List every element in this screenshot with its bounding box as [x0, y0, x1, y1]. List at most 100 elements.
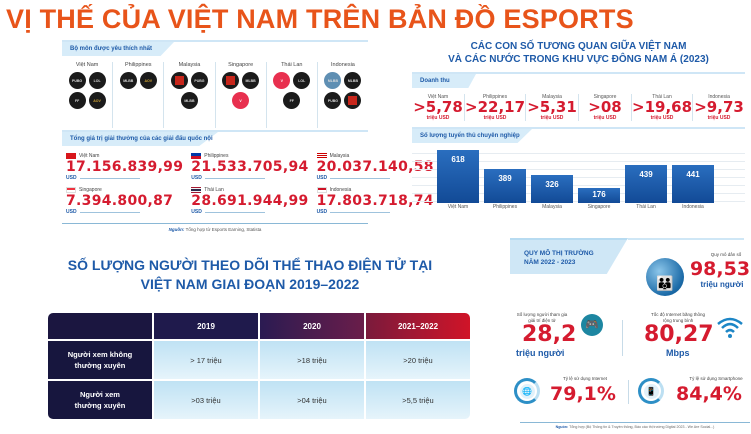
mlbb-bang-bang-logo-icon: MLBB: [324, 72, 342, 89]
revenue-vietnam: Việt Nam >5,78 triệu USD: [412, 94, 465, 121]
free-fire-logo-icon: FF: [68, 92, 86, 109]
players-bar-chart: 618 389 326 176 439 441 Việt Nam Philippines Ma…: [412, 147, 745, 210]
table-row: Người xem thường xuyên >03 triệu >04 triệ…: [48, 381, 470, 419]
globe-family-icon: 👪: [646, 258, 684, 296]
bar: 389: [484, 169, 526, 203]
wifi-icon: [717, 317, 743, 338]
row-header: Người xem không thường xuyên: [48, 341, 152, 379]
prize-pool-source: Nguồn: Tổng hợp từ Esports Earning, Stat…: [62, 223, 368, 232]
malaysia-flag-icon: [316, 153, 327, 159]
bar-label: Philippines: [492, 204, 518, 210]
table-cell: >04 triệu: [260, 381, 364, 419]
games-singapore: Singapore MLBB V: [216, 62, 267, 128]
thailand-flag-icon: [191, 187, 202, 193]
column-header: 2020: [260, 313, 364, 339]
games-malaysia: Malaysia PUBG MLBB: [164, 62, 216, 128]
games-thailand: Thái Lan V LOL FF: [267, 62, 318, 128]
games-vietnam: Việt Nam PUBG LOL FF AOV: [62, 62, 114, 128]
bar: 326: [531, 175, 573, 203]
table-cell: >5,5 triệu: [366, 381, 470, 419]
table-row: Người xem không thường xuyên > 17 triệu >…: [48, 341, 470, 379]
prize-pool-grid: Việt Nam 17.156.839,99 USD Philippines 2…: [62, 152, 434, 215]
dota2-logo-icon: [222, 72, 240, 89]
prize-vietnam: Việt Nam 17.156.839,99 USD: [66, 153, 184, 181]
table-header-row: 2019 2020 2021–2022: [48, 313, 470, 339]
prize-pool-section-label: Tổng giá trị giải thưởng của các giải đấ…: [62, 130, 368, 146]
dota2-logo-icon: [170, 72, 188, 89]
players-section-label: Số lượng tuyển thủ chuyên nghiệp: [412, 127, 745, 143]
pubg-logo-icon: PUBG: [68, 72, 86, 89]
internet-usage-icon: 🌐: [514, 378, 540, 404]
revenue-philippines: Philippines >22,17 triệu USD: [465, 94, 527, 121]
indonesia-flag-icon: [316, 187, 327, 193]
valorant-logo-icon: V: [273, 72, 291, 89]
column-header: 2021–2022: [366, 313, 470, 339]
regional-overview-panel: Bộ môn được yêu thích nhất Việt Nam PUBG…: [62, 40, 434, 252]
bar-label: Thái Lan: [636, 204, 656, 210]
smartphone-usage-icon: 📱: [638, 378, 664, 404]
revenue-thailand: Thái Lan >19,68 triệu USD: [632, 94, 694, 121]
bar: 618: [437, 150, 479, 203]
favorite-games-row: Việt Nam PUBG LOL FF AOV Philippines MLB…: [62, 62, 368, 128]
bar-label: Việt Nam: [447, 204, 469, 210]
league-of-legends-logo-icon: LOL: [293, 72, 311, 89]
revenue-section-label: Doanh thu: [412, 72, 745, 88]
gamers-label: Số lượng người tham gia giải trí điện tử: [516, 312, 568, 323]
smartphone-usage-value: 84,4%: [676, 383, 742, 405]
pubg-logo-icon: PUBG: [190, 72, 208, 89]
revenue-indonesia: Indonesia >9,73 triệu USD: [694, 94, 744, 121]
bar-label: Singapore: [587, 204, 611, 210]
revenue-row: Việt Nam >5,78 triệu USD Philippines >22,17…: [412, 94, 745, 121]
table-cell: > 17 triệu: [154, 341, 258, 379]
favorite-games-section-label: Bộ môn được yêu thích nhất: [62, 40, 368, 56]
mobile-legends-logo-icon: MLBB: [242, 72, 260, 89]
table-corner-cell: [48, 313, 152, 339]
prize-philippines: Philippines 21.533.705,94 USD: [191, 153, 309, 181]
bar-label: Indonesia: [682, 204, 704, 210]
revenue-singapore: Singapore >08 triệu USD: [579, 94, 633, 121]
followers-title: SỐ LƯỢNG NGƯỜI THEO DÕI THỂ THAO ĐIỆN TỬ…: [67, 257, 433, 292]
mobile-legends-logo-icon: MLBB: [119, 72, 137, 89]
prize-thailand: Thái Lan 28.691.944,99 USD: [191, 187, 309, 215]
valorant-logo-icon: V: [232, 92, 250, 109]
table-cell: >03 triệu: [154, 381, 258, 419]
table-cell: >18 triệu: [260, 341, 364, 379]
singapore-flag-icon: [66, 187, 76, 193]
gamepad-icon: 🎮: [581, 314, 603, 336]
bar-label: Malaysia: [542, 204, 562, 210]
internet-speed-value: 80,27: [644, 322, 714, 347]
table-cell: >20 triệu: [366, 341, 470, 379]
philippines-flag-icon: [191, 153, 202, 159]
comparison-panel: CÁC CON SỐ TƯƠNG QUAN GIỮA VIỆT NAM VÀ C…: [412, 40, 745, 230]
column-header: 2019: [154, 313, 258, 339]
bar: 176: [578, 188, 620, 203]
market-source: Nguồn: Tổng hợp (Bộ Thông tin & Truyền t…: [520, 422, 750, 429]
bar: 439: [625, 165, 667, 203]
mobile-legends-logo-icon: MLBB: [344, 72, 362, 89]
market-tab: QUY MÔ THỊ TRƯỜNG NĂM 2022 - 2023: [510, 238, 628, 274]
prize-malaysia: Malaysia 20.037.140,58 USD: [316, 153, 434, 181]
population-value: 98,53: [689, 258, 751, 280]
row-header: Người xem thường xuyên: [48, 381, 152, 419]
games-indonesia: Indonesia MLBB MLBB PUBG: [318, 62, 368, 128]
games-philippines: Philippines MLBB AOV: [113, 62, 165, 128]
market-size-panel: QUY MÔ THỊ TRƯỜNG NĂM 2022 - 2023 👪 Quy m…: [510, 238, 750, 434]
internet-speed-label: Tốc độ Internet băng thông rộng trung bìn…: [650, 312, 706, 323]
page-title: VỊ THẾ CỦA VIỆT NAM TRÊN BẢN ĐỒ ESPORTS: [6, 4, 634, 34]
prize-singapore: Singapore 7.394.800,87 USD: [66, 186, 183, 215]
league-of-legends-logo-icon: LOL: [88, 72, 106, 89]
revenue-malaysia: Malaysia >5,31 triệu USD: [526, 94, 580, 121]
free-fire-logo-icon: FF: [283, 92, 301, 109]
followers-table: 2019 2020 2021–2022 Người xem không thườn…: [46, 311, 472, 421]
pubg-logo-icon: PUBG: [324, 92, 342, 109]
dota2-logo-icon: [344, 92, 362, 109]
gamers-value: 28,2: [522, 322, 577, 347]
internet-usage-value: 79,1%: [550, 383, 616, 405]
lien-quan-logo-icon: AOV: [139, 72, 157, 89]
vietnam-flag-icon: [66, 153, 76, 159]
comparison-title: CÁC CON SỐ TƯƠNG QUAN GIỮA VIỆT NAM VÀ C…: [448, 41, 709, 65]
mobile-legends-logo-icon: MLBB: [180, 92, 198, 109]
lien-quan-logo-icon: AOV: [88, 92, 106, 109]
bar: 441: [672, 165, 714, 203]
prize-indonesia: Indonesia 17.803.718,74 USD: [316, 187, 434, 215]
